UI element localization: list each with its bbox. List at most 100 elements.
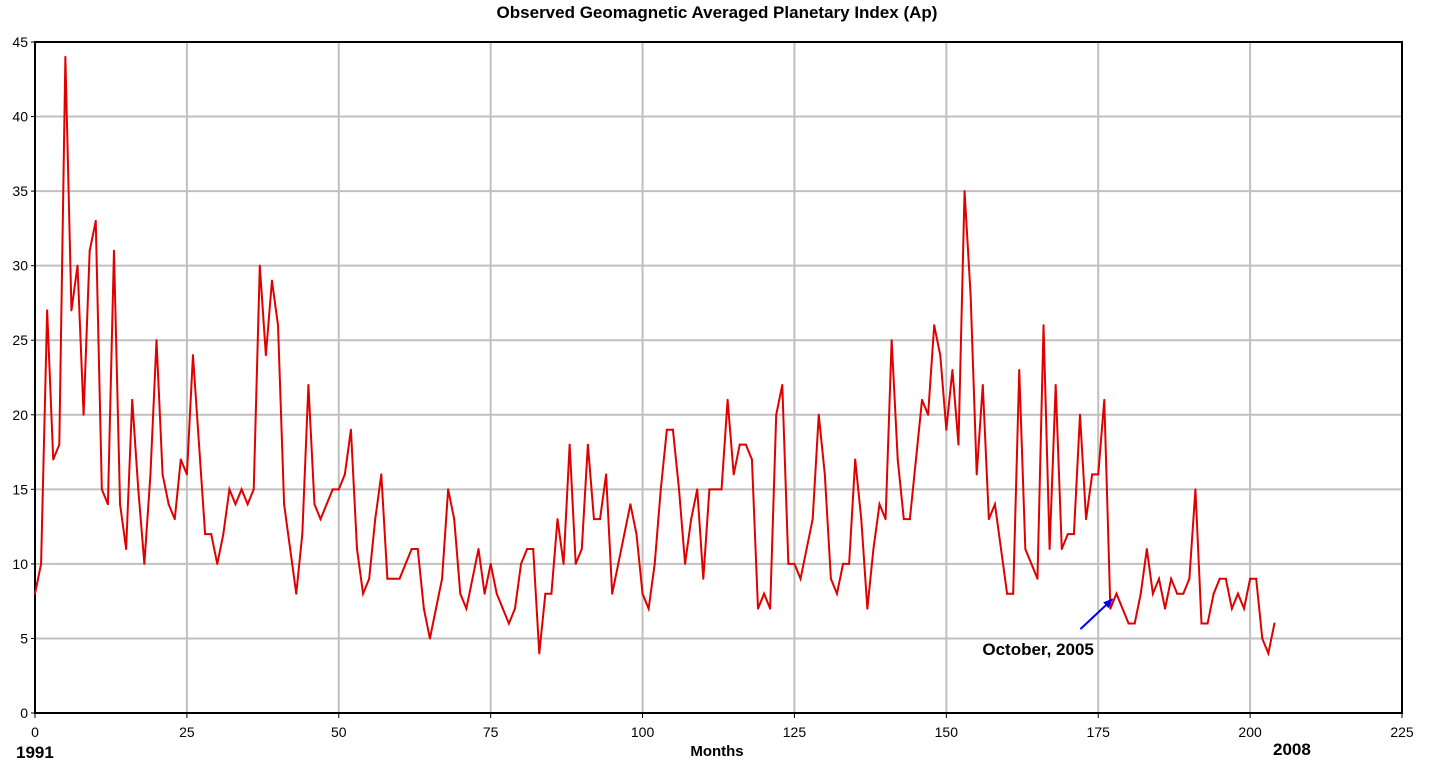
- data-point-month-5: [64, 55, 67, 58]
- data-point-month-158: [993, 503, 996, 506]
- data-point-month-140: [884, 518, 887, 521]
- data-point-month-148: [933, 324, 936, 327]
- series-points: [34, 55, 1276, 655]
- data-point-month-124: [787, 562, 790, 565]
- data-point-month-197: [1230, 607, 1233, 610]
- data-point-month-74: [483, 592, 486, 595]
- data-point-month-60: [398, 577, 401, 580]
- data-point-month-81: [526, 547, 529, 550]
- data-point-month-120: [763, 592, 766, 595]
- data-point-month-65: [428, 637, 431, 640]
- data-point-month-57: [380, 473, 383, 476]
- data-point-month-42: [289, 547, 292, 550]
- data-point-month-48: [325, 503, 328, 506]
- data-point-month-130: [823, 473, 826, 476]
- data-point-month-203: [1267, 652, 1270, 655]
- data-point-month-32: [228, 488, 231, 491]
- data-point-month-68: [447, 488, 450, 491]
- data-point-month-104: [665, 428, 668, 431]
- data-point-month-105: [671, 428, 674, 431]
- y-tick-label: 20: [12, 407, 28, 423]
- data-point-month-136: [860, 518, 863, 521]
- data-point-month-144: [908, 518, 911, 521]
- data-point-month-56: [374, 518, 377, 521]
- data-point-month-113: [720, 488, 723, 491]
- data-point-month-29: [210, 533, 213, 536]
- data-point-month-15: [125, 547, 128, 550]
- y-tick-label: 40: [12, 109, 28, 125]
- data-point-month-193: [1206, 622, 1209, 625]
- data-point-month-198: [1236, 592, 1239, 595]
- data-point-month-108: [690, 518, 693, 521]
- data-point-month-200: [1249, 577, 1252, 580]
- data-point-month-202: [1261, 637, 1264, 640]
- data-point-month-127: [805, 547, 808, 550]
- data-point-month-174: [1091, 473, 1094, 476]
- data-point-month-71: [465, 607, 468, 610]
- data-point-month-59: [392, 577, 395, 580]
- data-point-month-52: [349, 428, 352, 431]
- data-point-month-137: [866, 607, 869, 610]
- data-point-month-1: [40, 562, 43, 565]
- data-point-month-22: [167, 503, 170, 506]
- data-point-month-85: [550, 592, 553, 595]
- data-point-month-199: [1243, 607, 1246, 610]
- data-point-month-107: [684, 562, 687, 565]
- grid: [35, 42, 1402, 713]
- data-point-month-3: [52, 458, 55, 461]
- data-point-month-106: [678, 488, 681, 491]
- data-point-month-167: [1048, 547, 1051, 550]
- y-tick-label: 10: [12, 556, 28, 572]
- data-point-month-142: [896, 458, 899, 461]
- data-point-month-169: [1060, 547, 1063, 550]
- data-point-month-76: [495, 592, 498, 595]
- data-point-month-92: [592, 518, 595, 521]
- plot-frame: [34, 41, 1403, 714]
- x-tick-label: 200: [1238, 724, 1262, 740]
- data-point-month-33: [234, 503, 237, 506]
- data-point-month-139: [878, 503, 881, 506]
- data-point-month-89: [574, 562, 577, 565]
- data-point-month-175: [1097, 473, 1100, 476]
- data-point-month-186: [1164, 607, 1167, 610]
- data-point-month-150: [945, 428, 948, 431]
- data-point-month-116: [738, 443, 741, 446]
- data-point-month-35: [246, 503, 249, 506]
- data-point-month-11: [100, 488, 103, 491]
- data-point-month-149: [939, 354, 942, 357]
- data-point-month-49: [331, 488, 334, 491]
- data-point-month-192: [1200, 622, 1203, 625]
- x-tick-label: 50: [331, 724, 347, 740]
- data-point-month-133: [842, 562, 845, 565]
- x-tick-label: 125: [783, 724, 807, 740]
- data-point-month-34: [240, 488, 243, 491]
- data-point-month-156: [981, 383, 984, 386]
- data-point-month-8: [82, 413, 85, 416]
- start-year-label: 1991: [16, 743, 54, 762]
- x-tick-label: 100: [631, 724, 655, 740]
- data-point-month-61: [404, 562, 407, 565]
- data-point-month-178: [1115, 592, 1118, 595]
- data-point-month-86: [556, 518, 559, 521]
- data-point-month-123: [781, 383, 784, 386]
- data-point-month-75: [489, 562, 492, 565]
- y-tick-label: 25: [12, 332, 28, 348]
- data-point-month-180: [1127, 622, 1130, 625]
- data-point-month-168: [1054, 383, 1057, 386]
- data-point-month-4: [58, 443, 61, 446]
- data-point-month-185: [1157, 577, 1160, 580]
- data-point-month-160: [1006, 592, 1009, 595]
- x-tick-label: 150: [935, 724, 959, 740]
- data-point-month-12: [106, 503, 109, 506]
- data-point-month-91: [586, 443, 589, 446]
- data-point-month-143: [902, 518, 905, 521]
- data-point-month-125: [793, 562, 796, 565]
- data-point-month-93: [599, 518, 602, 521]
- data-point-month-79: [513, 607, 516, 610]
- data-point-month-13: [112, 249, 115, 252]
- data-point-month-94: [605, 473, 608, 476]
- data-point-month-196: [1224, 577, 1227, 580]
- data-point-month-45: [307, 383, 310, 386]
- data-point-month-171: [1072, 533, 1075, 536]
